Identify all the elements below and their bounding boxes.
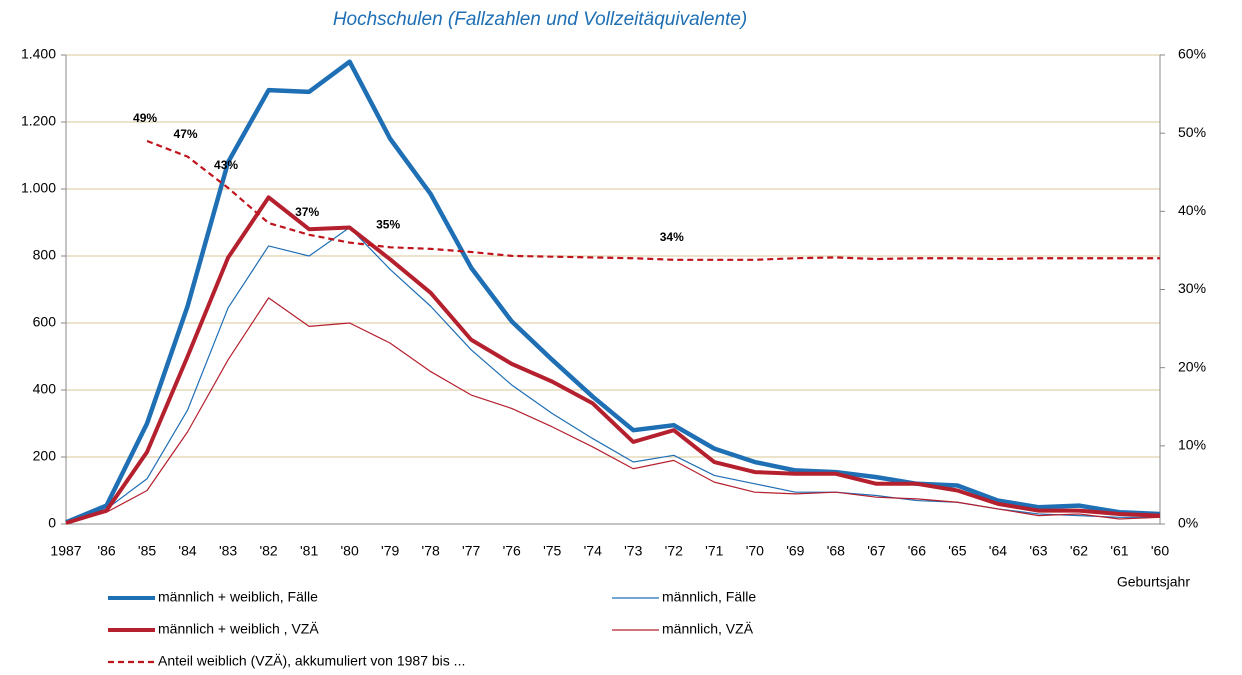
y2-tick-label: 40% — [1178, 202, 1206, 218]
series-line — [65, 59, 1161, 525]
x-tick-label: '62 — [1070, 543, 1088, 559]
legend-label: männlich, VZÄ — [662, 621, 754, 637]
x-tick-label: '60 — [1151, 543, 1169, 559]
legend-label: männlich + weiblich, Fälle — [158, 589, 318, 605]
x-tick-label: '85 — [138, 543, 156, 559]
series-line — [65, 195, 1161, 525]
y-tick-label: 1.200 — [21, 113, 56, 129]
data-label: 35% — [376, 217, 400, 231]
x-tick-label: '61 — [1110, 543, 1128, 559]
x-tick-label: '71 — [705, 543, 723, 559]
y-tick-label: 1.400 — [21, 46, 56, 62]
series-line — [65, 226, 1160, 523]
x-tick-label: '77 — [462, 543, 480, 559]
x-tick-label: '79 — [381, 543, 399, 559]
data-label: 37% — [295, 205, 319, 219]
chart-title: Hochschulen (Fallzahlen und Vollzeitäqui… — [333, 9, 747, 30]
x-tick-label: '78 — [422, 543, 440, 559]
data-label: 43% — [214, 158, 238, 172]
legend-label: männlich, Fälle — [662, 589, 756, 605]
series-line — [65, 297, 1161, 524]
x-tick-label: '66 — [908, 543, 926, 559]
x-tick-label: '67 — [867, 543, 885, 559]
x-tick-label: '74 — [584, 543, 602, 559]
x-tick-label: '65 — [948, 543, 966, 559]
y-tick-label: 0 — [48, 515, 56, 531]
series-line — [146, 139, 1160, 261]
x-tick-label: '70 — [746, 543, 764, 559]
x-tick-label: 1987 — [50, 543, 81, 559]
x-tick-label: '75 — [543, 543, 561, 559]
y-tick-label: 200 — [33, 448, 57, 464]
x-tick-label: '84 — [178, 543, 196, 559]
x-tick-label: '64 — [989, 543, 1007, 559]
y-tick-label: 400 — [33, 381, 57, 397]
x-tick-label: '69 — [786, 543, 804, 559]
y2-tick-label: 10% — [1178, 437, 1206, 453]
x-tick-label: '80 — [341, 543, 359, 559]
x-tick-label: '76 — [503, 543, 521, 559]
x-tick-label: '72 — [665, 543, 683, 559]
y2-tick-label: 0% — [1178, 515, 1198, 531]
data-label: 47% — [174, 127, 198, 141]
x-axis-label: Geburtsjahr — [1117, 574, 1190, 590]
legend-label: männlich + weiblich , VZÄ — [158, 621, 319, 637]
x-tick-label: '81 — [300, 543, 318, 559]
y-tick-label: 800 — [33, 247, 57, 263]
x-tick-label: '83 — [219, 543, 237, 559]
x-tick-label: '68 — [827, 543, 845, 559]
y2-tick-label: 30% — [1178, 280, 1206, 296]
y2-tick-label: 50% — [1178, 124, 1206, 140]
y-tick-label: 1.000 — [21, 180, 56, 196]
y2-tick-label: 20% — [1178, 358, 1206, 374]
x-tick-label: '73 — [624, 543, 642, 559]
x-tick-label: '82 — [259, 543, 277, 559]
data-label: 34% — [660, 230, 684, 244]
data-label: 49% — [133, 111, 157, 125]
legend-label: Anteil weiblich (VZÄ), akkumuliert von 1… — [158, 653, 465, 669]
x-tick-label: '86 — [97, 543, 115, 559]
y-tick-label: 600 — [33, 314, 57, 330]
y2-tick-label: 60% — [1178, 46, 1206, 62]
x-tick-label: '63 — [1029, 543, 1047, 559]
